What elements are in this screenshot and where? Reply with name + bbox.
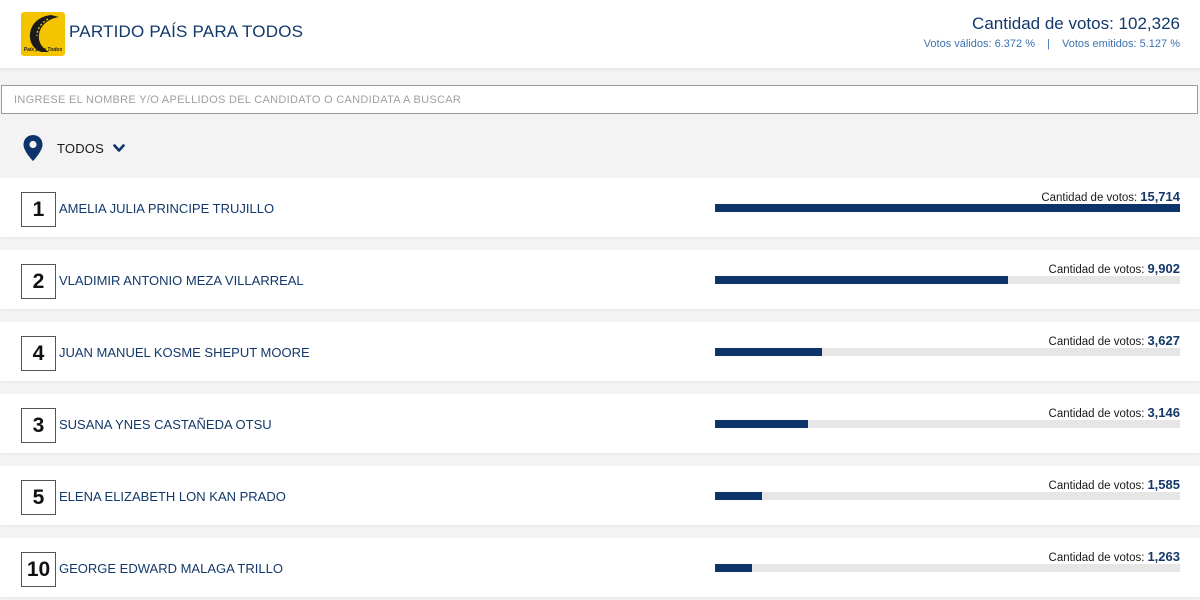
vote-bar-track: [715, 564, 1180, 572]
vote-bar-fill: [715, 276, 1008, 284]
emitted-votes-label: Votos emitidos:: [1061, 38, 1137, 50]
candidate-votes-value: 3,146: [1147, 405, 1180, 420]
candidate-number: 4: [21, 336, 56, 371]
logo-caption: País para Todos: [23, 47, 63, 53]
candidate-row[interactable]: 5 ELENA ELIZABETH LON KAN PRADO Cantidad…: [0, 466, 1200, 525]
vote-bar-fill: [715, 348, 823, 356]
vote-bar-track: [715, 276, 1180, 284]
chevron-down-icon: [113, 143, 125, 152]
candidate-search-input[interactable]: [1, 85, 1198, 114]
candidate-number: 5: [21, 480, 56, 515]
divider: |: [1047, 38, 1050, 50]
road-curve-icon: [29, 15, 59, 52]
candidate-votes-label: Cantidad de votos:: [1048, 408, 1145, 420]
candidate-votes: Cantidad de votos: 3,146: [1049, 405, 1180, 420]
party-name: PARTIDO PAÍS PARA TODOS: [69, 22, 304, 41]
candidate-votes: Cantidad de votos: 15,714: [1041, 189, 1180, 204]
vote-bar-track: [715, 420, 1180, 428]
candidate-number: 3: [21, 408, 56, 443]
candidate-name: SUSANA YNES CASTAÑEDA OTSU: [59, 417, 272, 432]
candidate-votes-value: 1,263: [1147, 549, 1180, 564]
party-logo: País para Todos: [21, 12, 65, 56]
valid-votes-value: 6.372 %: [994, 38, 1035, 50]
candidate-votes-value: 3,627: [1147, 333, 1180, 348]
candidate-name: AMELIA JULIA PRINCIPE TRUJILLO: [59, 201, 275, 216]
candidate-votes-label: Cantidad de votos:: [1048, 336, 1145, 348]
candidate-row[interactable]: 10 GEORGE EDWARD MALAGA TRILLO Cantidad …: [0, 538, 1200, 597]
vote-bar-fill: [715, 492, 762, 500]
region-filter-label: TODOS: [57, 140, 104, 156]
valid-votes-label: Votos válidos:: [923, 38, 992, 50]
candidate-number: 2: [21, 264, 56, 299]
candidate-row[interactable]: 3 SUSANA YNES CASTAÑEDA OTSU Cantidad de…: [0, 394, 1200, 453]
vote-bar-track: [715, 348, 1180, 356]
vote-bar-track: [715, 492, 1180, 500]
candidate-votes: Cantidad de votos: 1,585: [1049, 477, 1180, 492]
candidate-votes-value: 9,902: [1147, 261, 1180, 276]
vote-totals: Cantidad de votos: 102,326 Votos válidos…: [924, 14, 1180, 50]
map-pin-icon: [23, 135, 43, 161]
candidate-votes-label: Cantidad de votos:: [1048, 264, 1145, 276]
candidate-votes: Cantidad de votos: 3,627: [1049, 333, 1180, 348]
total-votes: Cantidad de votos: 102,326: [924, 14, 1180, 34]
region-filter-dropdown[interactable]: TODOS: [22, 134, 125, 162]
candidate-list: 1 AMELIA JULIA PRINCIPE TRUJILLO Cantida…: [0, 178, 1200, 600]
vote-bar-track: [715, 204, 1180, 212]
candidate-votes-label: Cantidad de votos:: [1048, 480, 1145, 492]
vote-percentages: Votos válidos: 6.372 % | Votos emitidos:…: [924, 38, 1180, 50]
candidate-name: JUAN MANUEL KOSME SHEPUT MOORE: [59, 345, 310, 360]
emitted-votes-value: 5.127 %: [1139, 38, 1180, 50]
candidate-votes-label: Cantidad de votos:: [1048, 552, 1145, 564]
candidate-name: VLADIMIR ANTONIO MEZA VILLARREAL: [59, 273, 304, 288]
vote-bar-fill: [715, 564, 753, 572]
candidate-votes-label: Cantidad de votos:: [1041, 192, 1138, 204]
total-votes-value: 102,326: [1118, 14, 1180, 33]
total-votes-label: Cantidad de votos:: [972, 14, 1114, 33]
candidate-row[interactable]: 1 AMELIA JULIA PRINCIPE TRUJILLO Cantida…: [0, 178, 1200, 237]
candidate-number: 1: [21, 192, 56, 227]
candidate-name: ELENA ELIZABETH LON KAN PRADO: [59, 489, 286, 504]
results-header: País para Todos PARTIDO PAÍS PARA TODOS …: [0, 0, 1200, 68]
candidate-votes-value: 1,585: [1147, 477, 1180, 492]
candidate-votes: Cantidad de votos: 9,902: [1049, 261, 1180, 276]
candidate-name: GEORGE EDWARD MALAGA TRILLO: [59, 561, 283, 576]
vote-bar-fill: [715, 204, 1180, 212]
candidate-row[interactable]: 4 JUAN MANUEL KOSME SHEPUT MOORE Cantida…: [0, 322, 1200, 381]
candidate-number: 10: [21, 552, 56, 587]
vote-bar-fill: [715, 420, 808, 428]
candidate-votes-value: 15,714: [1140, 189, 1180, 204]
candidate-row[interactable]: 2 VLADIMIR ANTONIO MEZA VILLARREAL Canti…: [0, 250, 1200, 309]
candidate-votes: Cantidad de votos: 1,263: [1049, 549, 1180, 564]
